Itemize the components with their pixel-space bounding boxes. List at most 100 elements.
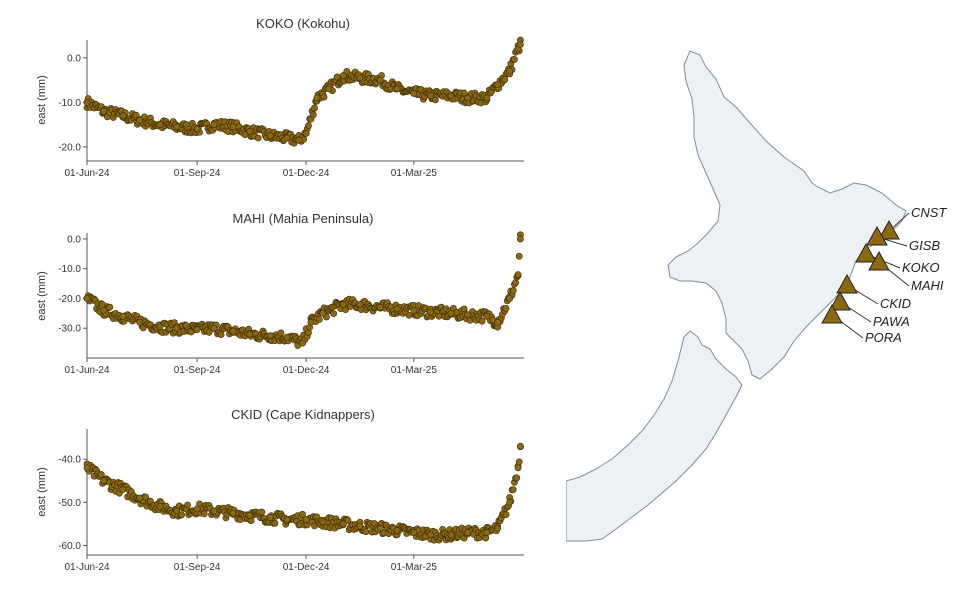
data-point [100,477,108,485]
y-tick-label: 0.0 [67,53,81,64]
data-point [97,471,105,478]
x-tick-label: 01-Sep-24 [174,168,221,179]
data-point [283,134,291,142]
data-point [132,111,140,119]
data-point [184,501,191,509]
station-triangle-icon [866,225,888,246]
data-point [254,134,262,142]
station-label: CKID [880,296,911,311]
data-point [229,509,237,517]
data-point [173,507,181,515]
data-point [410,529,418,536]
data-point [173,324,181,332]
y-tick-label: -30.0 [58,324,81,335]
data-point [193,326,201,334]
y-tick-label: -50.0 [58,498,81,509]
data-point [447,92,455,100]
station-triangle-icon [821,303,843,324]
data-point [277,329,285,337]
data-point [393,305,401,313]
x-tick-label: 01-Dec-24 [283,168,330,179]
data-point [376,524,384,532]
x-tick-label: 01-Jun-24 [64,365,109,376]
data-point [325,85,333,93]
data-point [447,531,455,539]
data-point [517,41,524,48]
data-point [173,123,181,131]
station-triangle-icon [878,219,900,240]
data-point [514,271,522,279]
data-point [302,130,310,137]
data-point [229,123,237,131]
data-point [478,317,486,325]
data-point [509,486,517,494]
data-point [319,518,327,526]
data-point [313,94,321,102]
station-label: GISB [909,238,940,253]
data-point [356,301,364,308]
data-point [83,464,91,472]
data-point [513,474,521,482]
data-point [311,104,318,112]
timeseries-charts: KOKO (Kokohu) east (mm) 0.0 -10.0 -20.0 01-… [36,16,524,573]
data-point [339,301,347,308]
data-point [266,514,274,521]
data-point [494,81,502,88]
data-point [193,125,201,133]
data-point [362,528,370,536]
data-point [483,94,491,102]
data-point [410,306,418,314]
data-point [119,112,127,120]
data-point [305,122,312,129]
data-point [427,531,435,539]
plot-area: 0.0 -10.0 -20.0 01-Jun-24 01-Sep-24 01-Dec-24… [58,36,524,179]
y-tick-label: -20.0 [58,142,81,153]
data-point [283,516,291,524]
data-point [515,458,523,466]
data-point [460,89,468,97]
chart-title: MAHI (Mahia Peninsula) [233,211,374,226]
data-point [246,511,254,519]
data-point [136,318,144,326]
data-point [483,312,491,320]
data-point [344,516,352,524]
data-point [100,306,108,314]
data-point [501,76,509,83]
x-tick-label: 01-Sep-24 [174,365,221,376]
x-tick-label: 01-Dec-24 [283,365,330,376]
data-point [427,92,435,100]
station-label: MAHI [911,278,944,293]
x-tick-label: 01-Mar-25 [391,168,438,179]
y-axis-label: east (mm) [36,467,48,517]
data-point [405,311,413,319]
data-point [246,127,254,135]
data-point [494,524,502,532]
data-point [509,287,517,295]
north-island [667,50,907,380]
data-point [514,464,522,472]
data-point [266,132,274,140]
data-point [217,331,225,338]
data-point [136,494,144,502]
data-point [210,324,218,332]
data-point [506,67,514,75]
station-label: CNST [911,205,947,220]
data-point [210,507,218,515]
data-point [229,327,237,335]
data-point [299,510,306,518]
data-point [432,96,439,104]
y-tick-label: 0.0 [67,234,81,245]
data-point [83,98,91,106]
chart-mahi: MAHI (Mahia Peninsula) east (mm) 0.0 -10.… [36,211,524,376]
data-point [427,308,435,316]
data-point [210,121,218,129]
data-point [200,510,208,518]
plot-area: -40.0 -50.0 -60.0 01-Jun-24 01-Sep-24 01-Dec-… [58,429,524,573]
data-point [266,332,274,340]
y-tick-label: -20.0 [58,294,81,305]
data-point [376,303,384,311]
y-tick-label: -60.0 [58,541,81,552]
data-point [502,511,510,518]
